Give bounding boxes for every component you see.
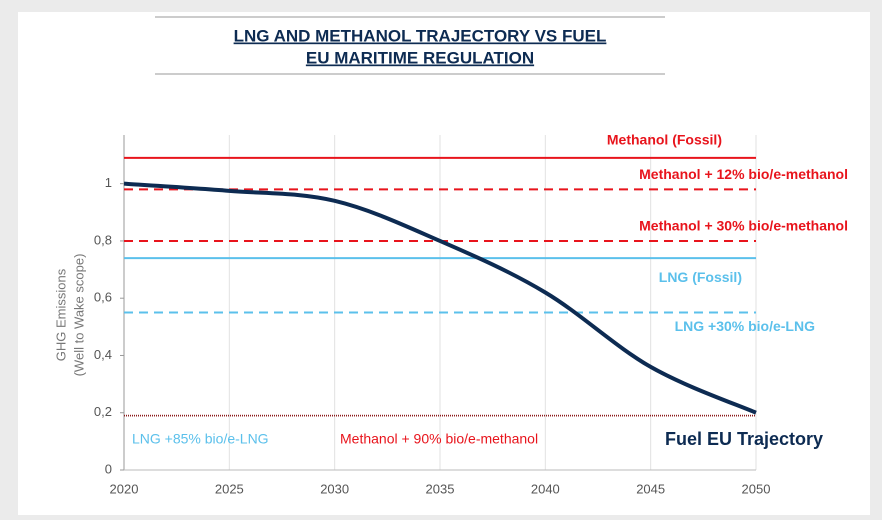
y-tick-label: 0,2 (94, 404, 112, 419)
x-tick-label: 2050 (742, 481, 771, 496)
line-label: Methanol + 30% bio/e-methanol (639, 218, 848, 234)
chart-title: LNG AND METHANOL TRAJECTORY VS FUEL (234, 26, 607, 45)
line-label: LNG (Fossil) (659, 269, 742, 285)
x-tick-label: 2045 (636, 481, 665, 496)
line-label: Methanol (Fossil) (607, 132, 722, 148)
y-tick-label: 1 (105, 175, 112, 190)
y-tick-label: 0,6 (94, 290, 112, 305)
x-tick-label: 2025 (215, 481, 244, 496)
line-label: Methanol + 90% bio/e-methanol (340, 430, 538, 446)
y-tick-label: 0,4 (94, 347, 112, 362)
x-tick-label: 2035 (426, 481, 455, 496)
panel (18, 12, 870, 515)
y-tick-label: 0,8 (94, 232, 112, 247)
y-axis-label: (Well to Wake scope) (71, 254, 86, 377)
chart-title: EU MARITIME REGULATION (306, 48, 534, 67)
series-label: Fuel EU Trajectory (665, 429, 823, 449)
trajectory-line (123, 181, 757, 415)
line-label: LNG +85% bio/e-LNG (132, 430, 269, 446)
y-tick-label: 0 (105, 461, 112, 476)
x-tick-label: 2020 (110, 481, 139, 496)
line-label: Methanol + 12% bio/e-methanol (639, 166, 848, 182)
line-label: LNG +30% bio/e-LNG (675, 318, 816, 334)
y-axis-label: GHG Emissions (53, 268, 68, 361)
x-tick-label: 2040 (531, 481, 560, 496)
x-tick-label: 2030 (320, 481, 349, 496)
